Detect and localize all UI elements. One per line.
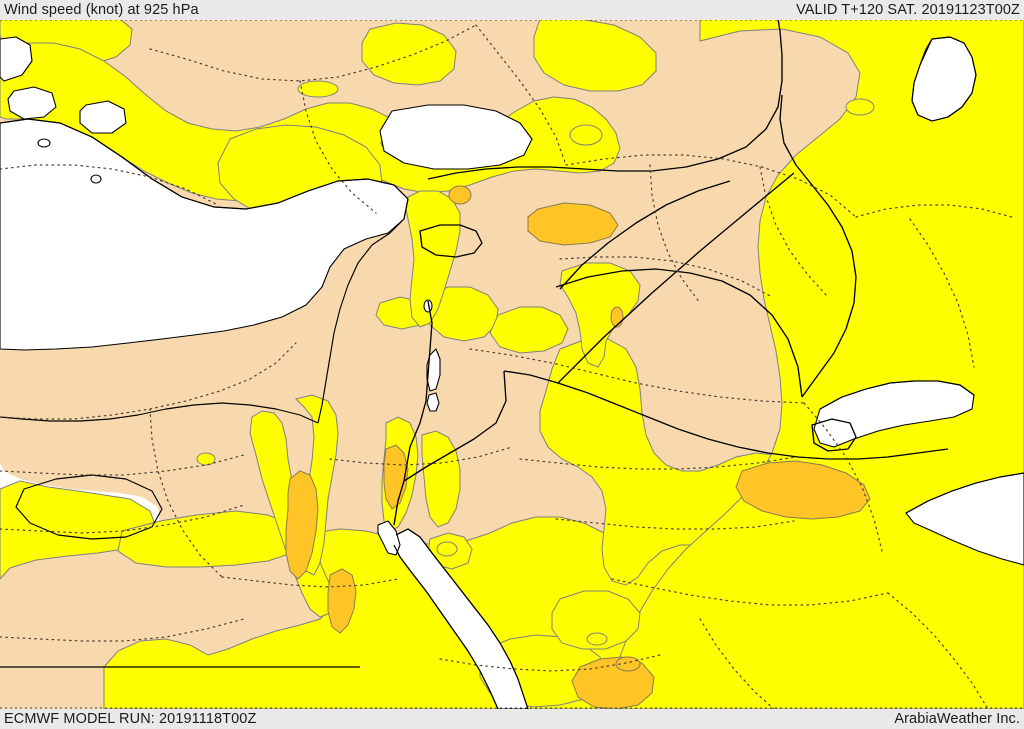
aegean-fragment-1 <box>7 86 57 120</box>
coastline-persian-gulf <box>819 380 975 410</box>
wind-band2-nile-max <box>285 470 319 580</box>
admin-border-18 <box>887 592 989 709</box>
border-jordan-saudi <box>503 370 949 460</box>
wind-band-patch-c <box>569 124 603 146</box>
admin-border-7 <box>0 342 297 420</box>
coastline-gulf-south <box>905 472 1024 514</box>
admin-border-12 <box>0 618 245 642</box>
small-island-1 <box>37 138 51 148</box>
border-lebanon <box>419 224 483 258</box>
admin-border-21 <box>649 164 701 304</box>
wind-band-patch-g <box>586 632 608 646</box>
aegean-fragment-2 <box>79 100 127 134</box>
admin-border-17 <box>699 618 775 709</box>
wind-band-n-iraq <box>533 19 657 92</box>
wind-band2-patch-b <box>448 185 472 205</box>
wind-band-patch-f <box>436 541 458 557</box>
mediterranean-inner <box>379 104 533 170</box>
admin-border-6 <box>0 164 219 206</box>
admin-border-13 <box>469 348 805 404</box>
page-title: Wind speed (knot) at 925 hPa <box>4 1 199 18</box>
coastline-redsea-east <box>393 544 499 709</box>
border-syria-iraq <box>555 268 803 398</box>
border-dotted-layer <box>0 24 1013 709</box>
water-layer <box>0 36 1024 709</box>
coastline-egypt-med <box>0 402 319 424</box>
dead-sea-south <box>426 392 440 412</box>
wind-band2-syria-max <box>527 202 619 246</box>
border-israel-jordan <box>403 300 433 482</box>
admin-border-15 <box>555 518 795 530</box>
border-syria-desert <box>559 180 731 290</box>
wind-band-aqaba <box>421 430 461 528</box>
footer-bar: ECMWF MODEL RUN: 20191118T00Z ArabiaWeat… <box>0 709 1024 729</box>
border-kuwait <box>811 418 857 452</box>
border-iran-iraq <box>779 94 857 398</box>
map-svg <box>0 19 1024 709</box>
wind-band-patch-h <box>196 452 216 466</box>
admin-border-11 <box>221 576 399 588</box>
wind-band2-redsea-max <box>327 568 357 634</box>
border-saudi-iraq-diag <box>557 172 795 384</box>
coastline-levant <box>317 198 409 424</box>
header-bar: Wind speed (knot) at 925 hPa VALID T+120… <box>0 0 1024 20</box>
provider-label: ArabiaWeather Inc. <box>894 710 1020 727</box>
coastline-caspian <box>911 36 977 122</box>
forecast-map <box>0 19 1024 709</box>
wind-band2-patch-d <box>615 656 641 672</box>
admin-border-16 <box>611 578 889 606</box>
border-jordan-west <box>403 370 507 482</box>
valid-time-label: VALID T+120 SAT. 20191123T00Z <box>796 1 1020 18</box>
wind-band2-patch-a <box>610 306 624 328</box>
admin-border-4 <box>565 154 857 218</box>
border-sinai-egypt <box>393 480 405 526</box>
admin-border-25 <box>439 654 661 672</box>
wind-band-jordan-2 <box>489 306 569 354</box>
admin-border-8 <box>149 408 223 578</box>
wind-band-patch-e <box>845 98 875 116</box>
wind-band2-nafud-max <box>735 460 871 520</box>
dead-sea <box>426 348 441 392</box>
coastline-turkey-south <box>0 118 409 210</box>
admin-border-9 <box>0 454 245 476</box>
coastline-redsea-west <box>395 528 529 709</box>
wind-band2-aqaba-max <box>383 444 409 510</box>
admin-border-14 <box>519 456 797 470</box>
wind-band-turkey-se <box>361 22 457 86</box>
map-frame <box>0 19 1024 709</box>
border-turkey-syria <box>427 19 783 180</box>
black-sea-fragment <box>0 36 33 82</box>
admin-border-3 <box>475 24 567 166</box>
model-run-label: ECMWF MODEL RUN: 20191118T00Z <box>4 710 257 727</box>
admin-border-22 <box>759 166 829 298</box>
wind-band-patch-a <box>297 80 339 98</box>
wind-band-syria <box>559 262 641 368</box>
admin-border-24 <box>329 446 513 466</box>
border-solid-layer <box>0 19 949 668</box>
wind-band-2-layer <box>285 112 871 709</box>
small-island-2 <box>90 174 102 184</box>
admin-border-10 <box>0 504 245 534</box>
wind-band-arabia-2 <box>551 590 641 650</box>
